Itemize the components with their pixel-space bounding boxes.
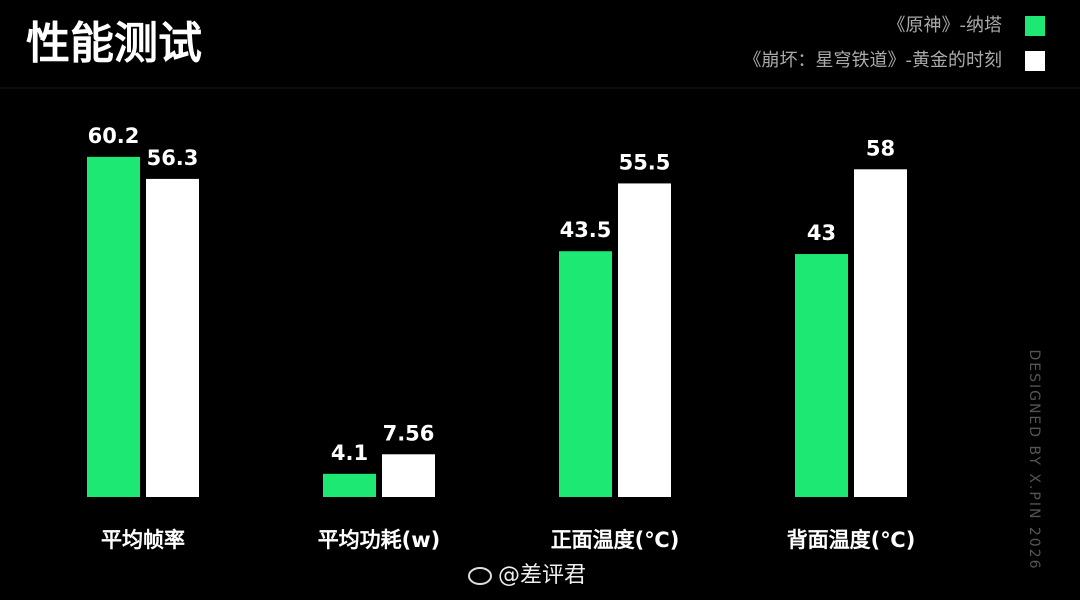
bar — [323, 473, 376, 497]
x-tick-label: 平均帧率 — [101, 528, 185, 552]
x-tick-label: 背面温度(℃) — [787, 528, 916, 552]
bar — [618, 183, 671, 498]
legend-swatch — [1025, 16, 1045, 36]
value-label: 60.2 — [88, 124, 140, 148]
credit: @差评君 — [468, 563, 586, 588]
value-label: 43.5 — [560, 218, 612, 242]
bar — [382, 454, 435, 497]
value-label: 7.56 — [383, 421, 435, 445]
chart-title: 性能测试 — [26, 18, 202, 69]
x-tick-label: 正面温度(℃) — [551, 528, 680, 552]
legend-label: 《原神》-纳塔 — [888, 15, 1003, 36]
bar — [146, 178, 199, 497]
legend-label: 《崩坏：星穹铁道》-黄金的时刻 — [744, 50, 1003, 71]
bar — [795, 254, 848, 497]
credit-text: @差评君 — [498, 563, 586, 588]
bar — [87, 156, 140, 497]
bar — [559, 251, 612, 497]
bar — [854, 169, 907, 498]
weibo-icon — [468, 567, 492, 585]
x-tick-label: 平均功耗(w) — [318, 528, 441, 552]
legend-swatch — [1025, 51, 1045, 71]
watermark: DESIGNED BY X.PIN 2026 — [1026, 349, 1042, 570]
value-label: 43 — [807, 221, 836, 245]
value-label: 55.5 — [619, 150, 671, 174]
value-label: 4.1 — [331, 441, 368, 465]
value-label: 56.3 — [147, 146, 199, 170]
value-label: 58 — [866, 136, 895, 160]
